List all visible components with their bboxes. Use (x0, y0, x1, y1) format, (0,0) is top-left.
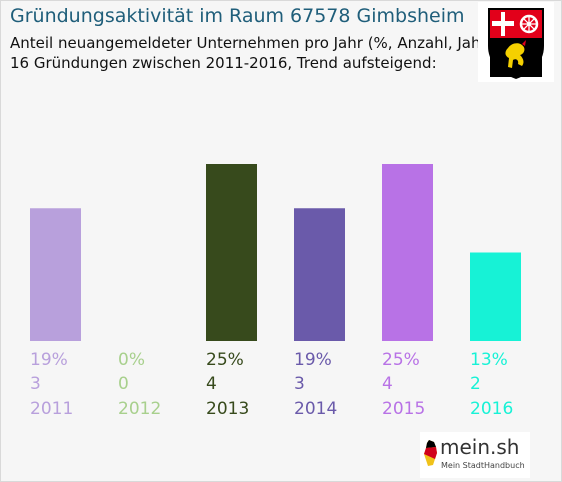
chart-title: Gründungsaktivität im Raum 67578 Gimbshe… (10, 5, 465, 27)
year-label-2014: 2014 (294, 399, 337, 419)
year-label-2012: 2012 (118, 399, 161, 419)
percent-label-2012: 0% (118, 350, 145, 370)
bar-2011 (30, 208, 81, 341)
count-label-2012: 0 (118, 374, 129, 394)
bar-2014 (294, 208, 345, 341)
percent-label-2016: 13% (470, 350, 508, 370)
year-label-2013: 2013 (206, 399, 249, 419)
coat-of-arms-icon (478, 2, 554, 82)
percent-label-2014: 19% (294, 350, 332, 370)
percent-label-2011: 19% (30, 350, 68, 370)
count-label-2011: 3 (30, 374, 41, 394)
count-label-2015: 4 (382, 374, 393, 394)
count-label-2014: 3 (294, 374, 305, 394)
bar-2016 (470, 252, 521, 341)
bar-2013 (206, 164, 257, 341)
year-label-2015: 2015 (382, 399, 425, 419)
year-label-2011: 2011 (30, 399, 73, 419)
chart-subtitle-line2: 16 Gründungen zwischen 2011-2016, Trend … (10, 54, 437, 72)
bar-2015 (382, 164, 433, 341)
logo-name: mein.sh (440, 435, 520, 459)
mein-sh-logo: mein.sh Mein StadtHandbuch (420, 432, 530, 478)
year-label-2016: 2016 (470, 399, 513, 419)
count-label-2016: 2 (470, 374, 481, 394)
percent-label-2015: 25% (382, 350, 420, 370)
percent-label-2013: 25% (206, 350, 244, 370)
germany-map-icon (424, 440, 437, 466)
chart-subtitle-line1: Anteil neuangemeldeter Unternehmen pro J… (10, 34, 493, 52)
logo-tagline: Mein StadtHandbuch (441, 461, 525, 470)
count-label-2013: 4 (206, 374, 217, 394)
